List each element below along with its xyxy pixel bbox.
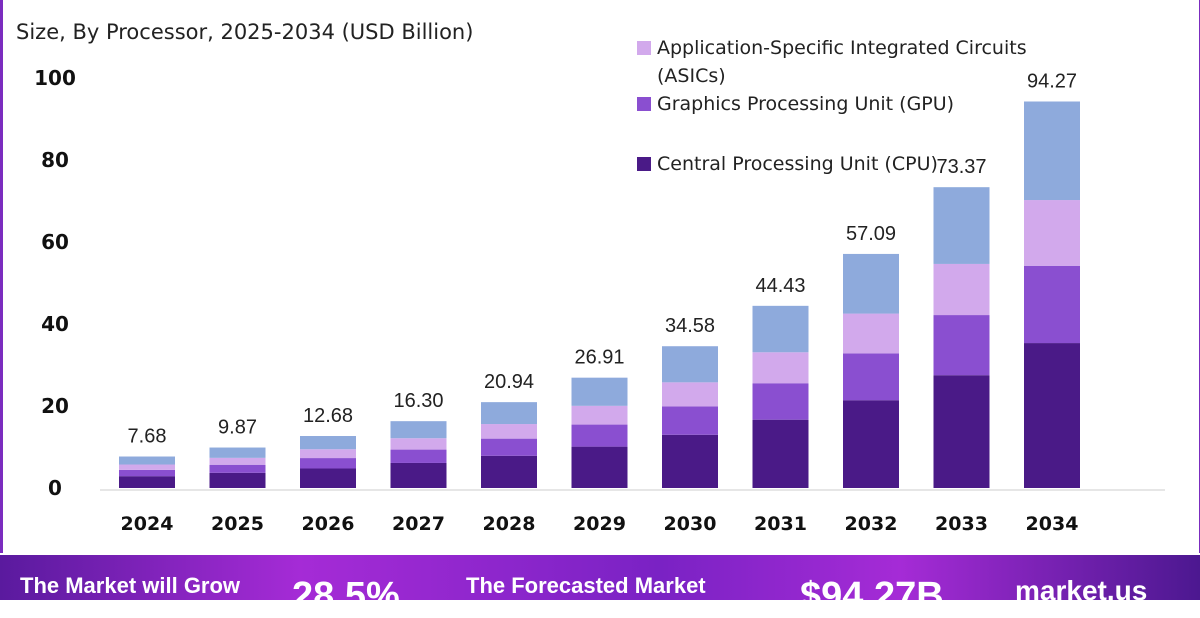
bar-segment	[662, 382, 718, 407]
data-label: 44.43	[755, 275, 805, 297]
x-tick-label: 2033	[935, 513, 988, 535]
bar-segment	[843, 253, 899, 314]
bar-segment	[752, 305, 809, 353]
bar-segment	[209, 472, 266, 488]
data-label: 7.68	[128, 426, 167, 448]
bar-segment	[1024, 200, 1080, 266]
legend-label: Central Processing Unit (CPU)	[657, 153, 938, 175]
x-tick-label: 2031	[754, 513, 807, 535]
legend-item-gpu: Graphics Processing Unit (GPU)	[637, 90, 1097, 118]
data-label: 73.37	[936, 156, 986, 178]
legend-swatch	[637, 157, 651, 171]
bar-segment	[119, 469, 175, 477]
legend-label: Graphics Processing Unit (GPU)	[657, 93, 955, 115]
bar-segment	[1024, 343, 1080, 488]
data-label: 34.58	[665, 315, 715, 337]
legend-swatch	[637, 41, 651, 55]
bar-segment	[209, 457, 266, 465]
data-label: 16.30	[393, 390, 443, 412]
bar-segment	[1024, 265, 1080, 344]
bar-segment	[300, 436, 356, 450]
bar-segment	[662, 406, 718, 435]
bar-segment	[209, 464, 266, 473]
bar-segment	[843, 353, 899, 401]
bar-segment	[571, 424, 628, 447]
x-tick-label: 2029	[573, 513, 626, 535]
y-tick-label: 0	[48, 476, 62, 500]
y-tick-label: 100	[34, 66, 76, 90]
bar-segment	[300, 449, 356, 459]
bar-segment	[933, 187, 990, 264]
x-tick-label: 2025	[211, 513, 264, 535]
legend-item-cpu: Central Processing Unit (CPU)	[637, 150, 1097, 178]
legend: Application-Specific Integrated Circuits…	[637, 34, 1097, 178]
bar-segment	[571, 405, 628, 425]
bar-segment	[390, 449, 447, 463]
grow-text: The Market will Grow	[20, 573, 241, 598]
bar-segment	[119, 476, 175, 488]
y-tick-label: 40	[41, 312, 69, 336]
bar-segment	[390, 462, 447, 488]
bar-segment	[209, 447, 266, 458]
bar-segment	[119, 464, 175, 470]
brand-logo: market.us	[1015, 575, 1148, 606]
forecast-text: The Forecasted Market	[466, 573, 706, 598]
bar-segment	[390, 438, 447, 450]
bar-segment	[843, 400, 899, 488]
bar-segment	[300, 468, 356, 488]
bar-segment	[481, 438, 537, 456]
bar-segment	[933, 315, 990, 376]
bar-segment	[571, 446, 628, 488]
data-label: 9.87	[218, 417, 257, 439]
legend-swatch	[637, 97, 651, 111]
x-tick-label: 2030	[664, 513, 717, 535]
data-label: 57.09	[846, 223, 896, 245]
bar-segment	[119, 456, 175, 465]
cagr-value: 28.5%	[292, 575, 400, 617]
y-tick-label: 80	[41, 148, 69, 172]
bar-segment	[843, 313, 899, 354]
bar-segment	[752, 419, 809, 488]
bar-segment	[933, 263, 990, 316]
data-label: 12.68	[303, 405, 353, 427]
bar-segment	[662, 434, 718, 488]
bar-segment	[390, 421, 447, 439]
y-tick-label: 60	[41, 230, 69, 254]
legend-label: Application-Specific Integrated Circuits…	[657, 37, 1027, 87]
bar-segment	[481, 402, 537, 425]
legend-item-asics: Application-Specific Integrated Circuits…	[637, 34, 1097, 90]
data-label: 20.94	[484, 371, 534, 393]
x-tick-label: 2024	[121, 513, 174, 535]
bar-chart: 0 20 40 60 80 100 7.68 2024 9.87 2025 12.68 2026 16.…	[34, 66, 1165, 535]
x-tick-label: 2027	[392, 513, 445, 535]
data-label: 26.91	[574, 347, 624, 369]
bar-segment	[571, 377, 628, 406]
chart-subtitle: Size, By Processor, 2025-2034 (USD Billi…	[16, 20, 474, 44]
bar-segment	[300, 458, 356, 469]
bar-segment	[662, 346, 718, 383]
x-tick-label: 2032	[845, 513, 898, 535]
x-tick-label: 2034	[1026, 513, 1079, 535]
bar-segment	[481, 455, 537, 488]
y-tick-label: 20	[41, 394, 69, 418]
bar-segment	[1024, 101, 1080, 201]
footer-banner: The Market will Grow 28.5% The Forecaste…	[0, 555, 1200, 617]
bar-segment	[752, 383, 809, 420]
bar-segment	[481, 424, 537, 439]
data-label: 94.27	[1027, 70, 1077, 92]
bar-segment	[752, 352, 809, 384]
bar-segment	[933, 375, 990, 488]
x-tick-label: 2026	[302, 513, 355, 535]
x-tick-label: 2028	[483, 513, 536, 535]
forecast-value: $94.27B	[800, 575, 944, 617]
